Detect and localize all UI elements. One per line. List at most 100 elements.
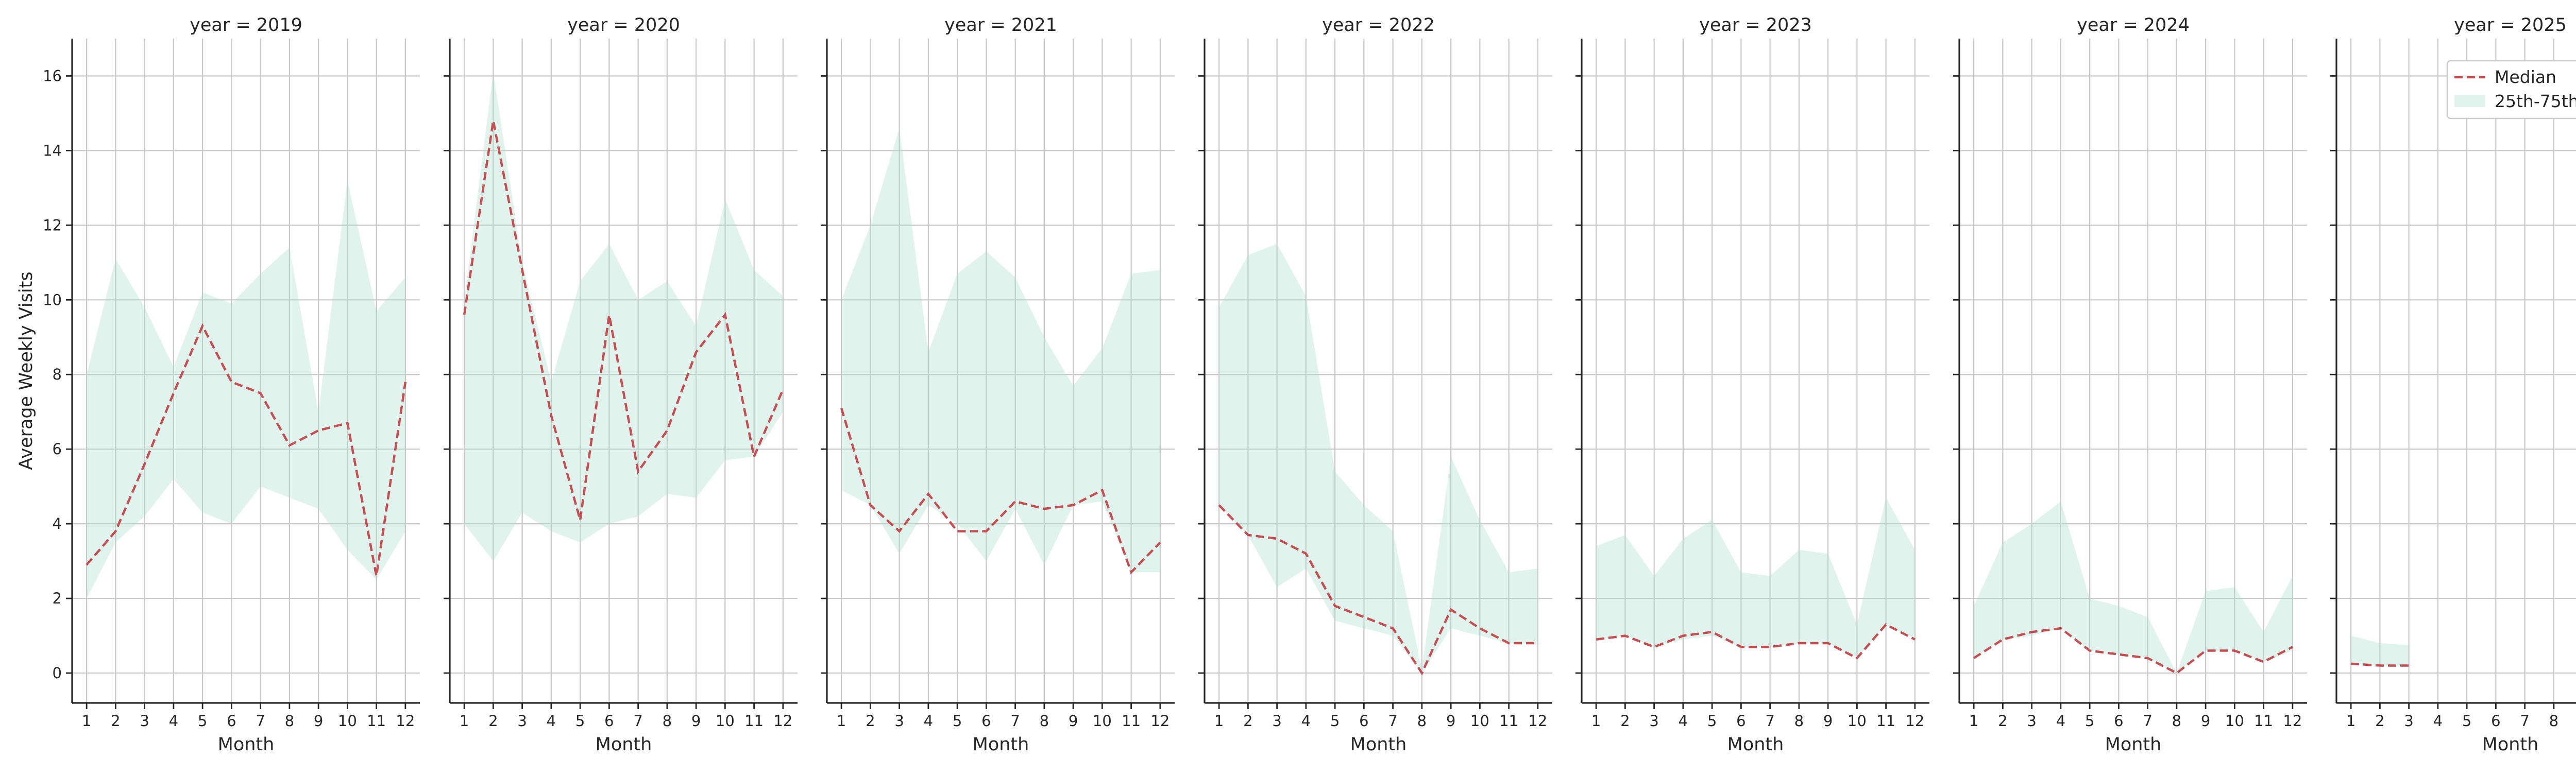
x-tick-label: 5 <box>575 712 585 730</box>
x-axis-title: Month <box>596 734 652 755</box>
x-tick-label: 5 <box>2462 712 2471 730</box>
y-tick-label: 0 <box>53 664 62 682</box>
x-tick-label: 7 <box>256 712 265 730</box>
x-tick-label: 9 <box>2201 712 2210 730</box>
x-axis-title: Month <box>1727 734 1784 755</box>
x-tick-label: 1 <box>2346 712 2355 730</box>
x-tick-label: 1 <box>1214 712 1224 730</box>
x-tick-label: 4 <box>2056 712 2065 730</box>
x-tick-label: 3 <box>2404 712 2413 730</box>
x-axis-title: Month <box>2105 734 2162 755</box>
x-tick-label: 8 <box>663 712 672 730</box>
x-tick-label: 7 <box>2143 712 2152 730</box>
x-tick-label: 9 <box>314 712 323 730</box>
x-tick-label: 3 <box>517 712 527 730</box>
y-tick-label: 6 <box>53 440 62 458</box>
x-tick-label: 7 <box>2520 712 2529 730</box>
x-tick-label: 8 <box>1417 712 1427 730</box>
y-tick-label: 12 <box>43 216 62 234</box>
x-tick-label: 11 <box>1122 712 1141 730</box>
x-tick-label: 4 <box>2433 712 2443 730</box>
x-tick-label: 2 <box>866 712 875 730</box>
grid-lines <box>1959 39 2307 703</box>
x-tick-label: 3 <box>1272 712 1281 730</box>
x-tick-label: 11 <box>367 712 386 730</box>
y-tick-label: 16 <box>43 67 62 84</box>
panel-title: year = 2022 <box>1322 15 1435 36</box>
median-line <box>840 407 1161 575</box>
legend-band-swatch <box>2454 95 2485 107</box>
x-tick-label: 7 <box>1388 712 1397 730</box>
x-tick-label: 4 <box>1301 712 1311 730</box>
x-tick-label: 4 <box>924 712 933 730</box>
x-tick-label: 12 <box>1528 712 1547 730</box>
percentile-band <box>1974 501 2293 673</box>
x-tick-label: 4 <box>169 712 178 730</box>
percentile-band <box>1219 244 1538 674</box>
legend-frame <box>2446 60 2576 119</box>
x-tick-label: 9 <box>1446 712 1455 730</box>
grid-lines <box>1582 39 1929 703</box>
y-axis-title: Average Weekly Visits <box>16 271 37 470</box>
y-tick-label: 10 <box>43 291 62 308</box>
grid-lines <box>827 39 1175 703</box>
x-tick-label: 10 <box>716 712 735 730</box>
x-tick-label: 12 <box>1905 712 1924 730</box>
x-tick-label: 3 <box>2027 712 2036 730</box>
x-tick-label: 5 <box>198 712 207 730</box>
x-tick-label: 8 <box>285 712 294 730</box>
x-tick-label: 6 <box>981 712 991 730</box>
panel-title: year = 2023 <box>1699 15 1812 36</box>
median-line <box>1596 623 1916 660</box>
median-line <box>1218 504 1538 676</box>
x-tick-label: 2 <box>111 712 120 730</box>
x-tick-label: 9 <box>691 712 701 730</box>
panel-title: year = 2024 <box>2077 15 2190 36</box>
x-tick-label: 10 <box>1848 712 1867 730</box>
x-tick-label: 5 <box>2085 712 2094 730</box>
percentile-band <box>2351 635 2409 666</box>
x-tick-label: 12 <box>2283 712 2302 730</box>
x-tick-label: 6 <box>1359 712 1368 730</box>
x-tick-label: 3 <box>894 712 904 730</box>
x-tick-label: 1 <box>460 712 469 730</box>
x-tick-label: 5 <box>1707 712 1717 730</box>
x-tick-label: 11 <box>1499 712 1518 730</box>
x-tick-label: 9 <box>1823 712 1833 730</box>
grid-lines <box>450 39 798 703</box>
panel-title: year = 2019 <box>190 15 302 36</box>
x-tick-label: 1 <box>1969 712 1978 730</box>
panel-title: year = 2021 <box>944 15 1057 36</box>
x-tick-label: 10 <box>1470 712 1489 730</box>
median-line <box>86 323 407 577</box>
x-tick-label: 8 <box>1040 712 1049 730</box>
median-line <box>1973 627 2293 675</box>
x-tick-label: 11 <box>744 712 764 730</box>
grid-lines <box>72 39 420 703</box>
x-tick-label: 3 <box>140 712 149 730</box>
x-tick-label: 4 <box>547 712 556 730</box>
x-tick-label: 2 <box>1998 712 2007 730</box>
x-axis-title: Month <box>2482 734 2539 755</box>
x-tick-label: 10 <box>338 712 357 730</box>
grid-lines <box>2336 39 2576 703</box>
x-tick-label: 1 <box>82 712 91 730</box>
x-tick-label: 5 <box>1330 712 1340 730</box>
x-tick-label: 2 <box>1620 712 1630 730</box>
x-tick-label: 1 <box>837 712 846 730</box>
x-tick-label: 7 <box>1765 712 1774 730</box>
panel-title: year = 2020 <box>567 15 680 36</box>
grid-lines <box>1205 39 1552 703</box>
x-tick-label: 2 <box>1243 712 1252 730</box>
x-tick-label: 6 <box>2491 712 2500 730</box>
x-axis-title: Month <box>218 734 275 755</box>
median-line <box>463 120 784 521</box>
x-tick-label: 5 <box>953 712 962 730</box>
